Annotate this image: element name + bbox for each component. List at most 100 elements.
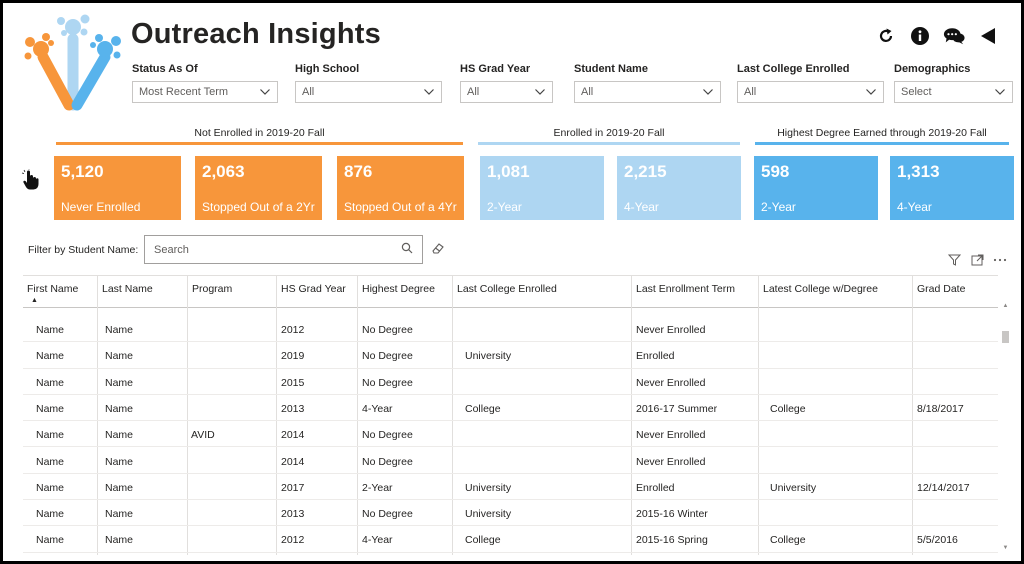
column-header-hs-grad-year[interactable]: HS Grad Year [277, 276, 358, 308]
search-input[interactable]: Search [144, 235, 423, 264]
visual-header-icons [947, 253, 1007, 267]
column-header-last-enrollment-term[interactable]: Last Enrollment Term [632, 276, 759, 308]
table-cell: Name [105, 481, 134, 494]
table-row[interactable]: Name Name 2012 4-Year College 2015-16 Spring C… [23, 526, 998, 553]
chevron-down-icon [259, 86, 271, 98]
column-divider [97, 308, 98, 555]
table-cell: 8/18/2017 [917, 402, 964, 415]
column-divider [187, 308, 188, 555]
table-cell: Name [36, 508, 65, 521]
column-header-last-college-enrolled[interactable]: Last College Enrolled [453, 276, 632, 308]
table-cell: 2014 [281, 429, 305, 442]
card-enrolled-4yr[interactable]: 2,215 4-Year [617, 156, 741, 220]
table-cell: No Degree [362, 350, 413, 363]
card-enrolled-2yr[interactable]: 1,081 2-Year [480, 156, 604, 220]
column-header-last-name[interactable]: Last Name [98, 276, 188, 308]
column-header-highest-degree[interactable]: Highest Degree [358, 276, 453, 308]
table-cell: No Degree [362, 324, 413, 336]
back-triangle-icon[interactable] [977, 25, 999, 47]
card-never-enrolled[interactable]: 5,120 Never Enrolled [54, 156, 181, 220]
hs-grad-year-dropdown[interactable]: All [460, 81, 553, 103]
sort-ascending-icon: ▲ [31, 297, 38, 304]
table-cell: No Degree [362, 429, 413, 442]
column-divider [276, 308, 277, 555]
section-enrolled: Enrolled in 2019-20 Fall [478, 127, 740, 145]
column-label: Last Enrollment Term [636, 283, 736, 295]
table-row[interactable]: Name Name 2013 4-Year College 2016-17 Summer C… [23, 395, 998, 422]
table-cell: Name [36, 402, 65, 415]
card-value: 598 [761, 162, 790, 181]
table-cell: 5/5/2016 [917, 534, 958, 547]
table-cell: 2013 [281, 402, 305, 415]
search-placeholder: Search [154, 243, 189, 256]
table-cell: No Degree [362, 508, 413, 521]
scroll-up-icon[interactable]: ▲ [1002, 303, 1009, 309]
pointer-hand-icon [21, 169, 39, 190]
table-cell: College [770, 402, 806, 415]
table-cell: 4-Year [362, 402, 393, 415]
table-row[interactable]: Name Name 2019 No Degree University Enrolled [23, 342, 998, 369]
table-cell: 2012 [281, 324, 305, 336]
more-options-icon[interactable] [993, 253, 1007, 267]
column-label: Latest College w/Degree [763, 283, 878, 295]
chat-icon[interactable] [943, 25, 965, 47]
card-value: 876 [344, 162, 373, 181]
scroll-down-icon[interactable]: ▼ [1002, 545, 1009, 551]
scrollbar-thumb[interactable] [1002, 331, 1009, 343]
column-header-program[interactable]: Program [188, 276, 277, 308]
dropdown-value: All [581, 86, 594, 98]
filter-demographics: Demographics Select [894, 63, 1013, 103]
eraser-icon[interactable] [431, 242, 445, 254]
card-degree-2yr[interactable]: 598 2-Year [754, 156, 878, 220]
card-value: 2,215 [624, 162, 667, 181]
column-divider [912, 308, 913, 555]
filter-icon[interactable] [947, 253, 961, 267]
card-label: 4-Year [624, 200, 659, 214]
table-cell: 12/14/2017 [917, 481, 970, 494]
card-stopped-out-4yr[interactable]: 876 Stopped Out of a 4Yr [337, 156, 464, 220]
card-stopped-out-2yr[interactable]: 2,063 Stopped Out of a 2Yr [195, 156, 322, 220]
table-cell: Name [105, 324, 134, 336]
table-cell: Name [36, 455, 65, 468]
section-underline [755, 142, 1009, 145]
filter-status-as-of: Status As Of Most Recent Term [132, 63, 278, 103]
table-scrollbar[interactable]: ▲ ▼ [1001, 303, 1011, 551]
table-cell: Name [105, 508, 134, 521]
table-cell: 2017 [281, 481, 305, 494]
table-row[interactable]: Name Name AVID 2014 No Degree Never Enrolled [23, 421, 998, 448]
refresh-icon[interactable] [875, 25, 897, 47]
student-name-dropdown[interactable]: All [574, 81, 721, 103]
table-cell: University [770, 481, 817, 494]
table-cell: University [465, 508, 512, 521]
table-cell: Name [105, 376, 134, 389]
table-row[interactable]: Name Name 2013 No Degree University 2015-16 W… [23, 500, 998, 527]
table-cell: Name [36, 350, 65, 363]
table-cell: College [465, 402, 501, 415]
chevron-down-icon [534, 86, 546, 98]
table-cell: 2015-16 Spring [636, 534, 708, 547]
column-header-first-name[interactable]: First Name ▲ [23, 276, 98, 308]
table-cell: University [465, 481, 512, 494]
info-icon[interactable] [909, 25, 931, 47]
focus-mode-icon[interactable] [970, 253, 984, 267]
column-header-grad-date[interactable]: Grad Date [913, 276, 998, 308]
column-header-latest-college-with-degree[interactable]: Latest College w/Degree [759, 276, 913, 308]
table-cell: College [465, 534, 501, 547]
table-row[interactable]: Name Name 2015 No Degree Never Enrolled [23, 369, 998, 395]
table-cell: University [465, 350, 512, 363]
search-icon [401, 242, 413, 257]
table-row[interactable]: Name Name 2017 2-Year University Enrolled Univ… [23, 474, 998, 501]
last-college-enrolled-dropdown[interactable]: All [737, 81, 884, 103]
filter-label: Last College Enrolled [737, 63, 850, 75]
card-label: Never Enrolled [61, 200, 141, 214]
table-row[interactable]: Name Name 2012 No Degree Never Enrolled [23, 316, 998, 343]
dropdown-value: All [744, 86, 757, 98]
table-cell: 2015 [281, 376, 305, 389]
card-degree-4yr[interactable]: 1,313 4-Year [890, 156, 1014, 220]
table-row[interactable]: Name Name 2014 No Degree Never Enrolled [23, 448, 998, 474]
high-school-dropdown[interactable]: All [295, 81, 442, 103]
demographics-dropdown[interactable]: Select [894, 81, 1013, 103]
section-degree: Highest Degree Earned through 2019-20 Fa… [755, 127, 1009, 145]
status-as-of-dropdown[interactable]: Most Recent Term [132, 81, 278, 103]
table-cell: College [770, 534, 806, 547]
